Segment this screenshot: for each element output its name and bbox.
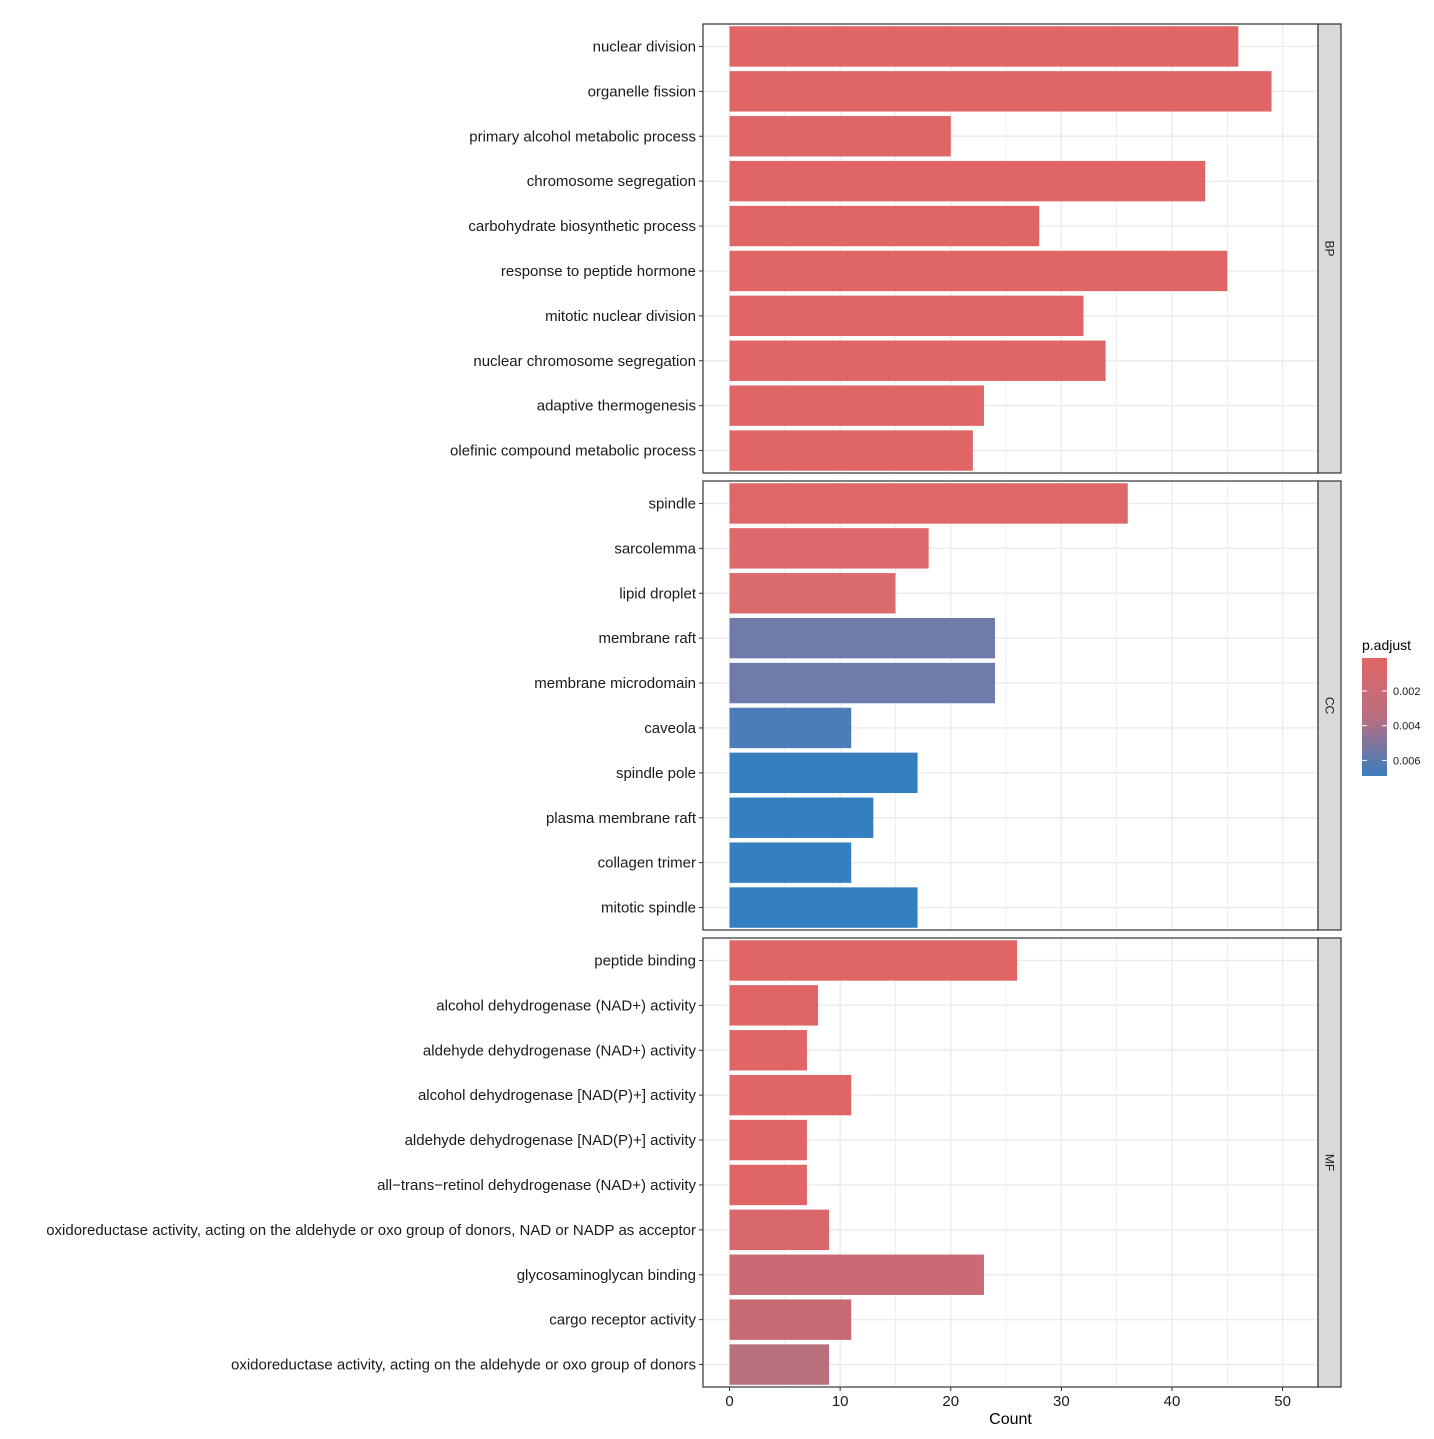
category-label: adaptive thermogenesis: [537, 398, 696, 415]
bar: [729, 250, 1228, 292]
category-label: membrane microdomain: [534, 675, 696, 692]
legend-tick-label: 0.006: [1393, 755, 1421, 767]
category-label: mitotic spindle: [601, 900, 696, 917]
bar: [729, 160, 1206, 202]
category-label: spindle: [648, 495, 696, 512]
bar: [729, 887, 918, 928]
category-label: membrane raft: [598, 630, 696, 647]
category-label: oxidoreductase activity, acting on the a…: [46, 1222, 696, 1239]
category-label: sarcolemma: [614, 540, 696, 557]
x-tick-label: 30: [1053, 1393, 1070, 1410]
bar: [729, 842, 852, 883]
bar: [729, 528, 929, 569]
bar: [729, 1119, 807, 1161]
bar: [729, 1344, 830, 1385]
bar: [729, 940, 1018, 981]
bar: [729, 26, 1239, 67]
category-label: all−trans−retinol dehydrogenase (NAD+) a…: [377, 1177, 696, 1194]
category-label: response to peptide hormone: [501, 263, 696, 280]
category-label: aldehyde dehydrogenase [NAD(P)+] activit…: [405, 1132, 697, 1149]
facet-strip: [1317, 23, 1342, 474]
bar: [729, 116, 951, 157]
facet-strip: [1317, 480, 1342, 931]
facet-mf: peptide binding alcohol dehydrogenase (NA…: [46, 937, 1342, 1388]
bar: [729, 985, 819, 1026]
category-label: carbohydrate biosynthetic process: [468, 218, 696, 235]
x-axis-title: Count: [989, 1411, 1032, 1428]
legend-tick-label: 0.002: [1393, 686, 1421, 698]
x-tick-label: 50: [1274, 1393, 1291, 1410]
bar: [729, 430, 973, 471]
facet-strip-label: CC: [1323, 697, 1337, 715]
category-label: mitotic nuclear division: [545, 308, 696, 325]
category-label: organelle fission: [588, 83, 696, 100]
legend-tick-label: 0.004: [1393, 721, 1421, 733]
category-label: lipid droplet: [619, 585, 697, 602]
category-label: plasma membrane raft: [546, 810, 697, 827]
bar: [729, 662, 996, 704]
legend-title: p.adjust: [1362, 637, 1411, 653]
category-label: caveola: [644, 720, 696, 737]
facet-strip-label: MF: [1323, 1154, 1337, 1171]
category-label: chromosome segregation: [527, 173, 696, 190]
legend-colorbar: [1362, 658, 1387, 776]
bar: [729, 1299, 852, 1340]
category-label: glycosaminoglycan binding: [517, 1267, 696, 1284]
bar: [729, 1164, 807, 1206]
bar: [729, 71, 1272, 112]
category-label: alcohol dehydrogenase [NAD(P)+] activity: [418, 1087, 697, 1104]
bar: [729, 205, 1040, 247]
facet-bp: nuclear division organelle fission primary…: [450, 23, 1342, 474]
x-tick-label: 40: [1164, 1393, 1181, 1410]
category-label: spindle pole: [616, 765, 696, 782]
bar: [729, 340, 1106, 381]
category-label: aldehyde dehydrogenase (NAD+) activity: [423, 1042, 697, 1059]
category-label: alcohol dehydrogenase (NAD+) activity: [436, 997, 696, 1014]
bar: [729, 295, 1084, 337]
category-label: cargo receptor activity: [549, 1312, 696, 1329]
category-label: primary alcohol metabolic process: [469, 128, 696, 145]
bar: [729, 1074, 852, 1116]
bar: [729, 1030, 807, 1071]
bar: [729, 797, 874, 838]
bar: [729, 483, 1128, 524]
bar: [729, 573, 896, 614]
category-label: peptide binding: [594, 952, 696, 969]
x-tick-label: 20: [942, 1393, 959, 1410]
bar: [729, 1209, 830, 1251]
category-label: collagen trimer: [598, 855, 696, 872]
x-axis: 0 10 20 30 40 50 Count: [725, 1387, 1291, 1428]
bar: [729, 1254, 984, 1295]
bar: [729, 617, 996, 659]
category-label: nuclear chromosome segregation: [473, 353, 696, 370]
category-label: oxidoreductase activity, acting on the a…: [231, 1357, 696, 1374]
category-label: olefinic compound metabolic process: [450, 443, 696, 460]
bar: [729, 385, 984, 426]
legend: p.adjust 0.002 0.004 0.006: [1362, 637, 1421, 776]
x-tick-label: 0: [725, 1393, 733, 1410]
bar: [729, 752, 918, 794]
x-tick-label: 10: [832, 1393, 849, 1410]
facet-strip-label: BP: [1323, 240, 1337, 256]
facet-strip: [1317, 937, 1342, 1388]
facet-cc: spindle sarcolemma lipid droplet membrane r…: [534, 480, 1342, 931]
category-label: nuclear division: [593, 38, 696, 55]
bar: [729, 707, 852, 749]
